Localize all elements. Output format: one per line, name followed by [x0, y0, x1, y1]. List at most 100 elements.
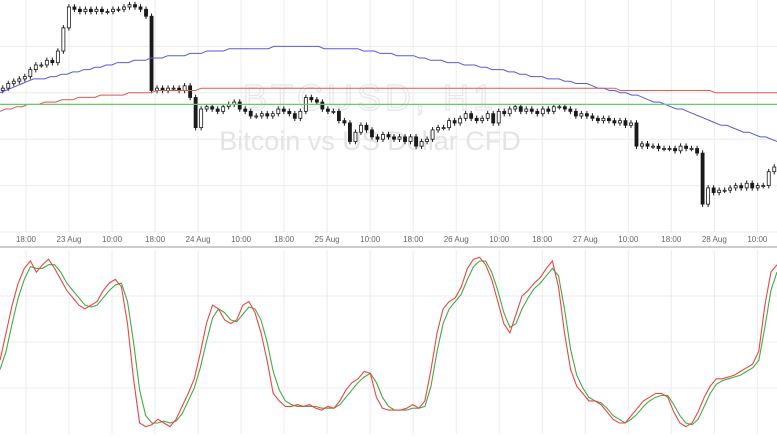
candle-body [66, 6, 71, 29]
candle-body [573, 110, 578, 117]
stochastic-lines [0, 256, 777, 428]
x-tick-label: 10:00 [618, 235, 639, 244]
candle-body [640, 143, 644, 147]
candle-body [568, 108, 573, 112]
candle-body [254, 115, 259, 118]
candle-body [513, 106, 518, 110]
candle-body [540, 108, 545, 115]
candle-body [320, 101, 325, 110]
candle-body [529, 108, 534, 112]
candle-body [761, 185, 766, 188]
candle-body [11, 80, 16, 84]
oscillator-grid [0, 250, 777, 434]
candle-body [309, 97, 314, 101]
x-tick-label: 23 Aug [57, 235, 82, 244]
candle-body [210, 106, 215, 110]
candle-body [562, 106, 567, 110]
candle-body [0, 87, 5, 91]
candle-body [100, 8, 104, 12]
candle-body [535, 110, 540, 115]
candle-body [436, 127, 441, 131]
candle-body [607, 117, 611, 122]
candle-body [336, 110, 341, 122]
candle-body [651, 145, 655, 148]
candle-body [496, 110, 501, 124]
candle-body [94, 8, 99, 12]
candle-body [331, 110, 336, 113]
x-tick-label: 24 Aug [186, 235, 211, 244]
x-tick-label: 18:00 [661, 235, 682, 244]
candle-body [728, 187, 733, 191]
candle-body [557, 106, 562, 109]
candle-body [353, 131, 358, 142]
x-tick-label: 27 Aug [573, 235, 598, 244]
candle-body [546, 108, 551, 112]
candle-body [221, 106, 226, 112]
x-tick-label: 10:00 [747, 235, 768, 244]
x-tick-label: 18:00 [16, 235, 37, 244]
candle-body [314, 99, 319, 103]
candle-body [425, 138, 429, 142]
candle-body [237, 101, 242, 110]
candle-body [491, 113, 496, 124]
candle-body [744, 182, 749, 189]
x-tick-label: 10:00 [231, 235, 252, 244]
candle-body [623, 120, 628, 126]
candle-body [717, 189, 722, 193]
candle-body [518, 106, 523, 112]
candle-body [375, 136, 380, 140]
watermark-name: Bitcoin vs US Dollar CFD [219, 126, 521, 156]
candle-body [381, 134, 385, 140]
candle-body [342, 120, 347, 124]
candle-body [722, 189, 727, 192]
candle-body [634, 122, 639, 147]
candle-body [292, 113, 297, 119]
candle-body [83, 8, 88, 12]
candle-body [447, 120, 452, 128]
candle-body [480, 117, 485, 122]
candle-body [122, 6, 126, 10]
candle-body [215, 108, 220, 112]
candle-body [199, 108, 204, 129]
candle-body [77, 8, 82, 12]
candle-body [89, 8, 93, 12]
candle-body [629, 122, 633, 126]
x-tick-label: 18:00 [532, 235, 553, 244]
candle-body [766, 171, 771, 186]
candle-body [689, 148, 694, 150]
candle-body [6, 83, 11, 89]
candle-body [287, 110, 292, 115]
x-tick-label: 10:00 [102, 235, 123, 244]
candle-body [370, 129, 374, 138]
candle-body [452, 120, 457, 124]
overlay-lines [0, 45, 777, 142]
candle-body [33, 64, 38, 70]
candle-body [248, 110, 253, 117]
candle-body [243, 108, 248, 112]
x-tick-label: 10:00 [489, 235, 510, 244]
candle-body [678, 145, 683, 152]
candle-body [116, 8, 121, 11]
candle-body [469, 113, 474, 119]
candle-body [750, 182, 755, 189]
candle-body [590, 115, 595, 119]
candle-body [667, 148, 672, 150]
candle-body [105, 11, 110, 14]
candle-body [204, 106, 209, 110]
candle-body [72, 6, 77, 10]
candle-body [700, 152, 705, 205]
candle-body [133, 4, 137, 8]
candle-body [61, 27, 66, 52]
candle-body [430, 129, 435, 140]
x-tick-label: 18:00 [274, 235, 295, 244]
candle-body [419, 141, 424, 147]
candle-body [408, 136, 413, 142]
candle-body [281, 108, 286, 112]
candle-body [359, 124, 363, 133]
candle-body [772, 166, 777, 173]
candle-body [111, 8, 115, 12]
candle-body [193, 97, 198, 129]
candle-body [755, 185, 760, 189]
candlestick-series [0, 1, 777, 207]
candle-body [138, 6, 143, 10]
